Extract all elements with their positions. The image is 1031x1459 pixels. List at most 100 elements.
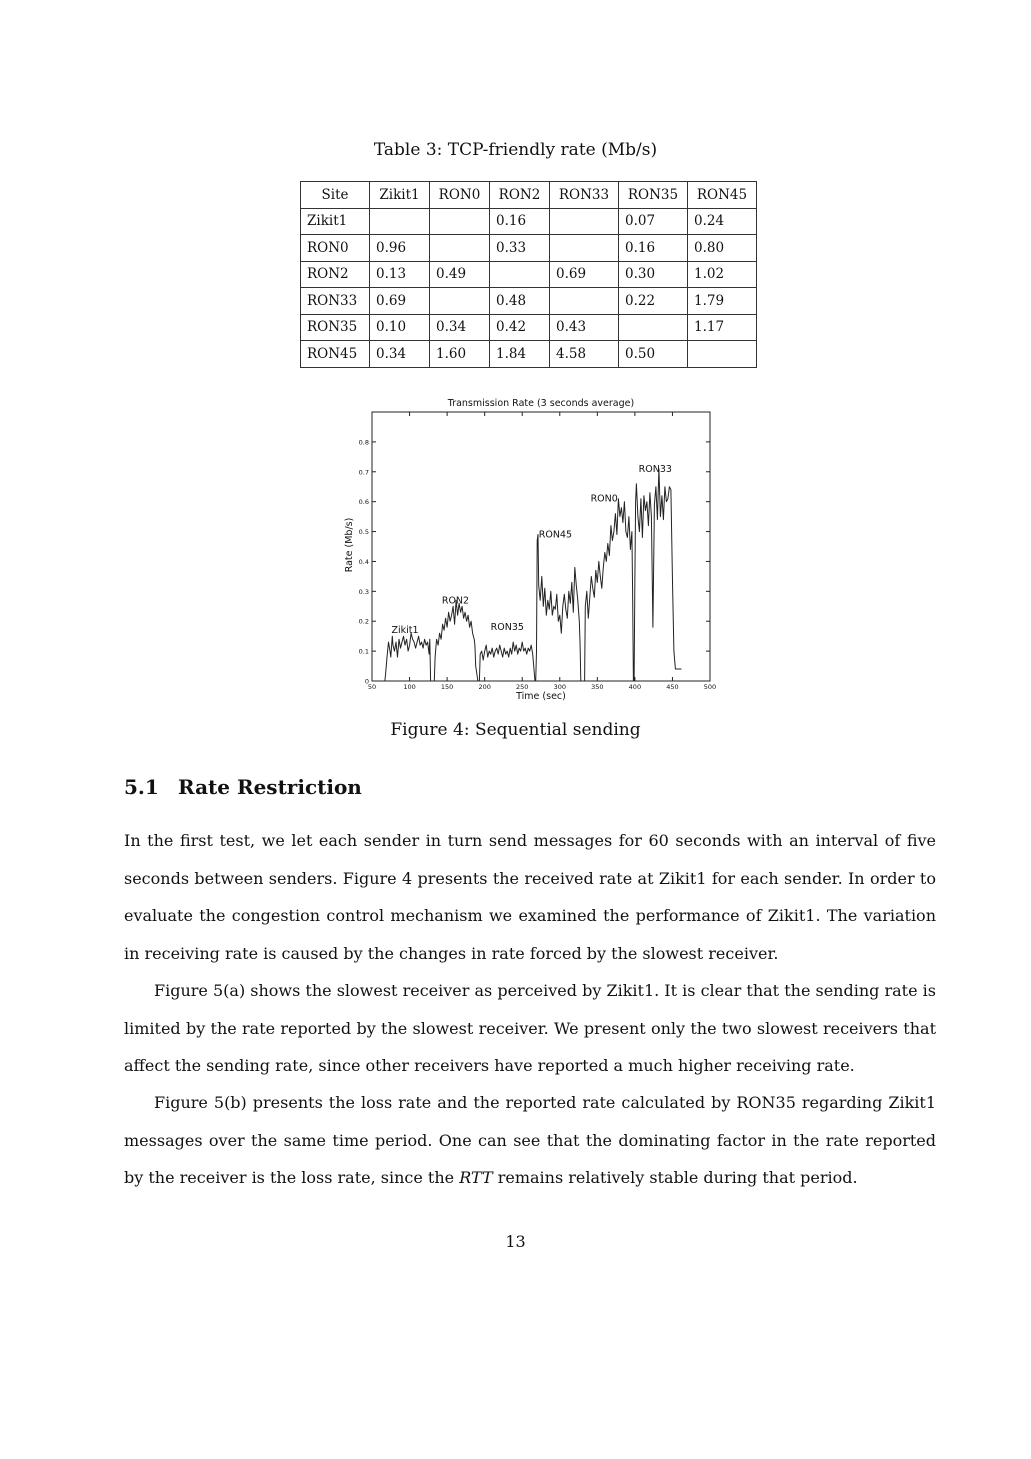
table-cell bbox=[549, 207, 619, 235]
table-row: RON35 0.10 0.34 0.42 0.43 1.17 bbox=[300, 313, 757, 341]
table-cell bbox=[429, 287, 490, 315]
chart-x-label: Time (sec) bbox=[515, 691, 566, 702]
chart-annotation: RON35 bbox=[491, 622, 524, 633]
table-cell bbox=[429, 207, 490, 235]
chart-axes: 50 100 150 200 250 300 350 400 450 500 0 0.1 0.2 0.3 0… bbox=[359, 411, 716, 691]
table-cell: 0.24 bbox=[687, 207, 757, 235]
table-cell: 0.50 bbox=[618, 340, 688, 368]
table-cell: 0.30 bbox=[618, 260, 688, 288]
chart-title: Transmission Rate (3 seconds average) bbox=[447, 398, 634, 409]
table-row: RON2 0.13 0.49 0.69 0.30 1.02 bbox=[300, 260, 757, 288]
rate-series-line bbox=[384, 468, 682, 682]
table-cell: 1.60 bbox=[429, 340, 490, 368]
table-cell: 0.34 bbox=[369, 340, 430, 368]
table-header-cell: RON35 bbox=[618, 181, 688, 209]
x-tick-label: 500 bbox=[704, 683, 716, 691]
table-header-cell: RON33 bbox=[549, 181, 619, 209]
table-cell: 0.07 bbox=[618, 207, 688, 235]
chart-annotation: RON33 bbox=[639, 464, 672, 475]
table-row-label: RON2 bbox=[300, 260, 370, 288]
table-cell: 0.49 bbox=[429, 260, 490, 288]
table-cell bbox=[549, 234, 619, 262]
chart-annotation: Zikit1 bbox=[392, 625, 419, 636]
y-tick-label: 0.6 bbox=[359, 498, 369, 506]
table-cell: 0.10 bbox=[369, 313, 430, 341]
body-paragraph: Figure 5(b) presents the loss rate and t… bbox=[124, 1084, 936, 1197]
y-tick-label: 0.4 bbox=[359, 558, 369, 566]
table-header-cell: RON2 bbox=[489, 181, 550, 209]
table-cell: 0.96 bbox=[369, 234, 430, 262]
table-cell: 0.16 bbox=[489, 207, 550, 235]
table-cell bbox=[687, 340, 757, 368]
table-cell bbox=[549, 287, 619, 315]
paragraph-text: remains relatively stable during that pe… bbox=[492, 1168, 858, 1187]
section-heading: 5.1 Rate Restriction bbox=[124, 775, 362, 799]
table-cell: 0.69 bbox=[369, 287, 430, 315]
table-cell: 0.33 bbox=[489, 234, 550, 262]
table-header-cell: RON45 bbox=[687, 181, 757, 209]
x-tick-label: 300 bbox=[554, 683, 566, 691]
x-tick-label: 400 bbox=[629, 683, 641, 691]
table-body: Zikit1 0.16 0.07 0.24 RON0 0.96 0.33 0.16 0.80 RO… bbox=[300, 207, 757, 368]
y-tick-label: 0.2 bbox=[359, 618, 369, 626]
table-cell: 0.80 bbox=[687, 234, 757, 262]
table-cell: 0.22 bbox=[618, 287, 688, 315]
table-row: RON0 0.96 0.33 0.16 0.80 bbox=[300, 234, 757, 262]
x-tick-label: 250 bbox=[516, 683, 528, 691]
table-cell: 0.42 bbox=[489, 313, 550, 341]
y-tick-label: 0.1 bbox=[359, 648, 369, 656]
x-tick-label: 350 bbox=[591, 683, 603, 691]
plot-frame bbox=[371, 411, 711, 682]
page-number: 13 bbox=[505, 1232, 526, 1251]
table-cell: 1.02 bbox=[687, 260, 757, 288]
table-cell bbox=[618, 313, 688, 341]
chart-annotation: RON45 bbox=[539, 530, 572, 541]
x-tick-label: 50 bbox=[368, 683, 376, 691]
y-tick-label: 0 bbox=[365, 678, 369, 686]
table-cell: 0.69 bbox=[549, 260, 619, 288]
chart-y-label: Rate (Mb/s) bbox=[344, 518, 355, 573]
body-paragraph: Figure 5(a) shows the slowest receiver a… bbox=[124, 981, 936, 1075]
table-cell: 1.17 bbox=[687, 313, 757, 341]
table-cell bbox=[429, 234, 490, 262]
table-cell: 0.13 bbox=[369, 260, 430, 288]
table-cell: 0.34 bbox=[429, 313, 490, 341]
chart-annotation: RON2 bbox=[442, 595, 469, 606]
table-row-label: RON33 bbox=[300, 287, 370, 315]
section-number: 5.1 bbox=[124, 775, 159, 799]
y-tick-label: 0.8 bbox=[359, 438, 369, 446]
body-paragraph: In the first test, we let each sender in… bbox=[124, 831, 936, 963]
x-tick-label: 100 bbox=[403, 683, 415, 691]
table-cell: 4.58 bbox=[549, 340, 619, 368]
table-header-cell: Site bbox=[300, 181, 370, 209]
paragraph-text: Figure 5(b) presents the loss rate and t… bbox=[124, 1093, 936, 1187]
table-row: RON45 0.34 1.60 1.84 4.58 0.50 bbox=[300, 340, 757, 368]
table-cell bbox=[369, 207, 430, 235]
y-tick-label: 0.3 bbox=[359, 588, 369, 596]
table-row: RON33 0.69 0.48 0.22 1.79 bbox=[300, 287, 757, 315]
table-row-label: RON45 bbox=[300, 340, 370, 368]
table-cell: 1.84 bbox=[489, 340, 550, 368]
transmission-rate-chart: Transmission Rate (3 seconds average) 50… bbox=[344, 398, 716, 702]
table-cell: 0.48 bbox=[489, 287, 550, 315]
x-tick-label: 450 bbox=[666, 683, 678, 691]
x-tick-label: 150 bbox=[441, 683, 453, 691]
figure-caption: Figure 4: Sequential sending bbox=[390, 720, 641, 740]
table-cell bbox=[489, 260, 550, 288]
table-cell: 1.79 bbox=[687, 287, 757, 315]
table-header-row: Site Zikit1 RON0 RON2 RON33 RON35 RON45 bbox=[300, 181, 757, 209]
x-tick-label: 200 bbox=[478, 683, 490, 691]
section-title: Rate Restriction bbox=[178, 775, 362, 799]
table-row: Zikit1 0.16 0.07 0.24 bbox=[300, 207, 757, 235]
table-cell: 0.16 bbox=[618, 234, 688, 262]
table-row-label: Zikit1 bbox=[300, 207, 370, 235]
table-row-label: RON35 bbox=[300, 313, 370, 341]
table-row-label: RON0 bbox=[300, 234, 370, 262]
tcp-friendly-rate-table: Site Zikit1 RON0 RON2 RON33 RON35 RON45 … bbox=[300, 181, 757, 368]
y-tick-label: 0.7 bbox=[359, 468, 369, 476]
y-tick-label: 0.5 bbox=[359, 528, 369, 536]
table-header-cell: Zikit1 bbox=[369, 181, 430, 209]
table-caption: Table 3: TCP-friendly rate (Mb/s) bbox=[373, 140, 658, 160]
rtt-term: RTT bbox=[459, 1168, 493, 1187]
table-cell: 0.43 bbox=[549, 313, 619, 341]
